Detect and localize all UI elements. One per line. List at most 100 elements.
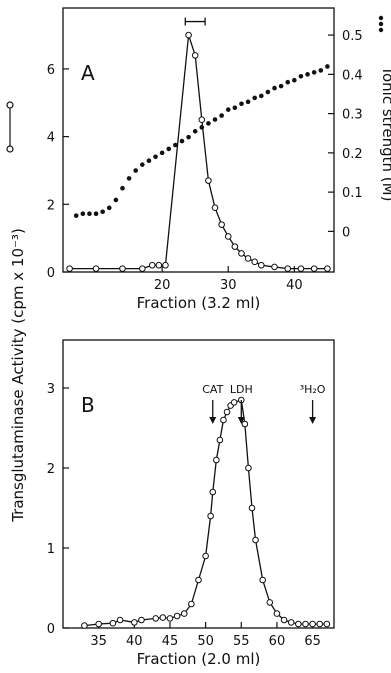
ionic-strength-point — [173, 142, 178, 148]
marker-arrowhead — [309, 417, 317, 424]
activity-line-a — [69, 34, 328, 270]
ionic-strength-point — [192, 128, 198, 134]
ionic-strength-point — [232, 105, 238, 111]
activity-point-b — [220, 416, 227, 424]
activity-point-b — [295, 620, 302, 628]
x-tick-label-b: 65 — [304, 634, 321, 649]
ionic-strength-point — [179, 138, 185, 144]
x-axis-title-b: Fraction (2.0 ml) — [137, 650, 261, 668]
ionic-strength-point — [140, 162, 145, 167]
panel-b: 35 40 45 50 55 60 65 0 1 2 3 Fraction (2.0 ml) B CAT L… — [47, 339, 335, 668]
panel-label-a: A — [81, 61, 95, 85]
x-tick-label-a: 20 — [154, 278, 171, 293]
activity-point-a — [66, 265, 73, 272]
activity-point-b — [287, 619, 295, 626]
ionic-strength-point — [278, 83, 284, 89]
activity-point-a — [211, 204, 219, 211]
activity-point-a — [148, 261, 156, 269]
activity-point-a — [297, 265, 305, 272]
activity-point-b — [316, 620, 324, 628]
activity-point-a — [324, 265, 331, 272]
ionic-strength-point — [292, 77, 297, 83]
ionic-strength-point — [186, 134, 191, 140]
ionic-strength-point — [305, 72, 310, 77]
activity-point-b — [252, 536, 259, 544]
activity-point-a — [185, 31, 192, 39]
activity-point-b — [188, 600, 195, 608]
ionic-strength-legend-symbol — [378, 15, 384, 33]
y-tick-label-a: 6 — [47, 63, 55, 78]
activity-point-b — [223, 408, 231, 416]
y-tick-label-a: 4 — [47, 131, 55, 146]
x-tick-label-b: 55 — [233, 634, 250, 649]
activity-point-a — [205, 177, 212, 184]
activity-point-a — [231, 243, 239, 250]
ionic-strength-point — [80, 211, 86, 217]
activity-point-b — [81, 622, 88, 629]
x-tick-label-b: 35 — [90, 634, 107, 649]
marker-label: ³H₂O — [300, 383, 326, 396]
ionic-strength-point — [133, 168, 139, 173]
activity-point-b — [248, 504, 256, 512]
ionic-strength-point — [325, 64, 330, 69]
x-tick-label-a: 40 — [286, 278, 303, 293]
activity-point-b — [159, 614, 167, 621]
activity-point-b — [152, 615, 160, 622]
ionic-strength-point — [219, 113, 224, 118]
activity-point-b — [166, 615, 174, 622]
panel-label-b: B — [81, 393, 95, 417]
x-tick-label-b: 60 — [269, 634, 286, 649]
y-tick-label-b: 3 — [47, 382, 55, 397]
ionic-strength-point — [166, 146, 172, 152]
activity-point-a — [257, 261, 265, 269]
activity-point-a — [155, 261, 163, 269]
ionic-strength-point — [206, 121, 211, 126]
ionic-strength-point — [298, 74, 304, 79]
y-tick-label-b: 2 — [47, 462, 55, 477]
activity-point-a — [218, 221, 225, 228]
ionic-strength-point — [199, 125, 205, 130]
ionic-strength-point — [272, 85, 277, 91]
ionic-strength-point — [146, 158, 152, 164]
x-tick-label-a: 30 — [220, 278, 237, 293]
activity-point-b — [259, 576, 266, 584]
ionic-strength-point — [265, 89, 271, 95]
ionic-strength-point — [252, 95, 257, 101]
activity-point-a — [139, 265, 146, 272]
activity-line-b — [84, 399, 327, 627]
activity-point-b — [207, 512, 214, 520]
activity-point-b — [209, 488, 217, 496]
y-tick-label-a: 0 — [47, 266, 55, 281]
marker-label: CAT — [202, 383, 223, 396]
activity-point-b — [241, 420, 249, 428]
plot-frame-a — [62, 7, 335, 273]
y-tick-label-a: 2 — [47, 198, 55, 213]
ionic-strength-point — [311, 70, 317, 75]
activity-point-b — [109, 619, 117, 627]
ionic-tick-label: 0.1 — [342, 186, 363, 201]
activity-point-b — [230, 399, 238, 406]
activity-point-b — [273, 610, 281, 617]
activity-point-b — [95, 620, 102, 628]
activity-point-a — [238, 250, 245, 257]
ionic-strength-point — [153, 154, 158, 160]
activity-point-b — [131, 619, 138, 626]
ionic-tick-label: 0.2 — [342, 147, 363, 162]
marker-arrowhead — [237, 417, 245, 424]
ionic-strength-point — [285, 79, 291, 85]
y-axis-title: Transglutaminase Activity (cpm x 10⁻³) — [9, 228, 27, 523]
ionic-strength-point — [87, 211, 92, 217]
ionic-strength-point — [113, 197, 119, 203]
ionic-strength-point — [212, 117, 218, 122]
ionic-strength-point — [245, 99, 251, 105]
activity-point-b — [216, 436, 224, 444]
marker-label: LDH — [230, 383, 253, 396]
activity-point-a — [284, 265, 292, 272]
activity-point-b — [173, 612, 181, 620]
activity-point-a — [251, 258, 258, 266]
activity-point-b — [245, 464, 252, 472]
activity-point-a — [198, 116, 206, 123]
x-axis-title-a: Fraction (3.2 ml) — [137, 294, 261, 312]
x-tick-label-b: 50 — [197, 634, 214, 649]
